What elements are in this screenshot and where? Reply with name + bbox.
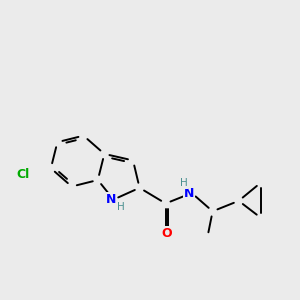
Text: H: H bbox=[180, 178, 188, 188]
Text: Cl: Cl bbox=[17, 168, 30, 181]
Text: O: O bbox=[162, 227, 172, 240]
Text: N: N bbox=[106, 193, 116, 206]
Text: H: H bbox=[117, 202, 125, 212]
Text: N: N bbox=[184, 187, 194, 200]
